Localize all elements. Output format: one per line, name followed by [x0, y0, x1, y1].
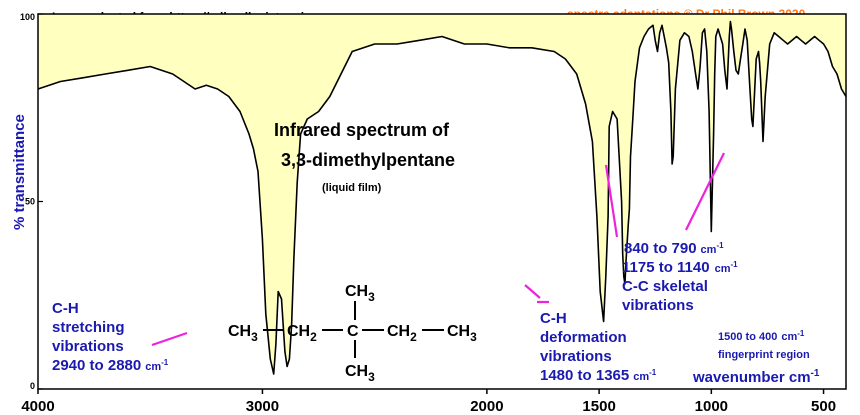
- ch-stretch-line3: vibrations: [52, 338, 124, 355]
- cc-pointer-840: [685, 152, 725, 231]
- ch-stretch-line2: stretching: [52, 319, 125, 336]
- absorbance-fill: [38, 14, 846, 374]
- ch-stretch-range: 2940 to 2880 cm-1: [52, 357, 169, 374]
- cc-range-1: 840 to 790 cm-1: [624, 240, 724, 257]
- methylene-left: CH2: [287, 323, 317, 344]
- cc-line2: vibrations: [622, 297, 694, 314]
- ch-stretch-pointer: [151, 331, 188, 347]
- chart-title: Infrared spectrum of: [274, 120, 450, 140]
- ch-deform-line2: deformation: [540, 329, 627, 346]
- annotation-cc-skeletal: 840 to 790 cm-1 1175 to 1140 cm-1 C-C skel…: [604, 152, 738, 314]
- cc-range-2: 1175 to 1140 cm-1: [622, 259, 738, 276]
- chart-subtitle: (liquid film): [322, 182, 382, 194]
- x-tick-label: 1500: [582, 398, 615, 415]
- y-axis: 0 50 100: [20, 12, 43, 391]
- fingerprint-range: 1500 to 400 cm-1: [718, 329, 805, 343]
- annotation-fingerprint: 1500 to 400 cm-1 fingerprint region: [718, 329, 810, 361]
- x-tick-label: 3000: [246, 398, 279, 415]
- methylene-right: CH2: [387, 323, 417, 344]
- annotation-ch-stretch: C-H stretching vibrations 2940 to 2880 cm…: [52, 300, 188, 374]
- x-tick-label: 4000: [21, 398, 54, 415]
- y-axis-label: % transmittance: [11, 114, 28, 230]
- ch-deform-line1: C-H: [540, 310, 567, 327]
- methyl-left: CH3: [228, 323, 258, 344]
- methyl-right: CH3: [447, 323, 477, 344]
- x-axis-label: wavenumber cm-1: [692, 368, 820, 386]
- cc-line1: C-C skeletal: [622, 278, 708, 295]
- cc-pointer-1175: [604, 164, 619, 238]
- x-tick-label: 1000: [695, 398, 728, 415]
- x-tick-label: 2000: [470, 398, 503, 415]
- y-tick-label: 50: [25, 197, 35, 207]
- ch-deform-range: 1480 to 1365 cm-1: [540, 367, 657, 384]
- annotation-ch-deform: C-H deformation vibrations 1480 to 1365 c…: [524, 284, 657, 384]
- x-tick-label: 500: [811, 398, 836, 415]
- spectrum-line: [37, 20, 847, 375]
- methyl-top: CH3: [345, 283, 375, 304]
- ch-deform-line3: vibrations: [540, 348, 612, 365]
- molecule-structure: CH3 CH3 CH2 C CH2 CH3 CH3: [228, 283, 477, 384]
- quaternary-carbon: C: [347, 323, 359, 340]
- chart-title-line2: 3,3-dimethylpentane: [281, 150, 455, 170]
- y-tick-label: 100: [20, 12, 35, 22]
- x-axis: 4000 3000 2000 1500 1000 500: [21, 389, 836, 415]
- y-tick-label: 0: [30, 381, 35, 391]
- fingerprint-label: fingerprint region: [718, 349, 810, 361]
- methyl-bottom: CH3: [345, 363, 375, 384]
- ch-deform-pointer-1: [524, 284, 541, 299]
- ch-stretch-line1: C-H: [52, 300, 79, 317]
